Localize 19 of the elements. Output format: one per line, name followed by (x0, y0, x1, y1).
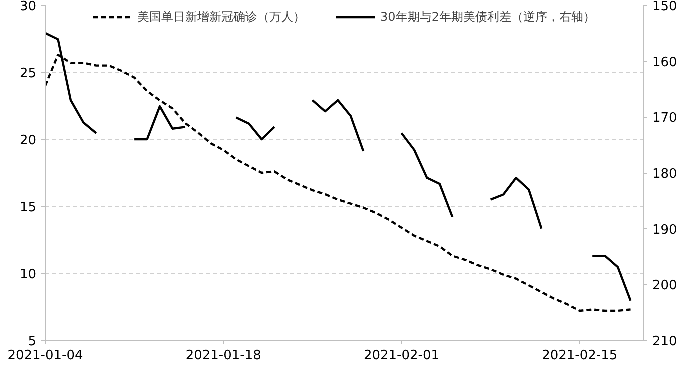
y-tick-label: 10 (20, 268, 37, 282)
x-tick-label: 2021-01-04 (8, 348, 84, 364)
legend-label: 美国单日新增新冠确诊（万人） (138, 8, 306, 26)
y-tick-label: 15 (20, 200, 37, 216)
x-tick-label: 2021-02-01 (364, 348, 440, 364)
y-tick-label: 25 (20, 66, 37, 82)
y2-tick-label: 210 (652, 334, 678, 350)
y-tick-label: 30 (20, 0, 37, 14)
x-tick-label: 2021-01-18 (186, 348, 262, 364)
y2-tick-label: 170 (652, 111, 678, 126)
y2-tick-label: 150 (652, 0, 678, 14)
y2-tick-label: 200 (652, 278, 678, 294)
legend-label: 30年期与2年期美债利差（逆序，右轴） (380, 8, 596, 26)
y2-tick-label: 180 (652, 167, 678, 182)
y-tick-label: 20 (20, 134, 37, 148)
y2-tick-label: 160 (652, 55, 678, 70)
y-tick-label: 5 (28, 334, 37, 350)
y2-tick-label: 190 (652, 222, 678, 238)
x-tick-label: 2021-02-15 (542, 348, 618, 364)
